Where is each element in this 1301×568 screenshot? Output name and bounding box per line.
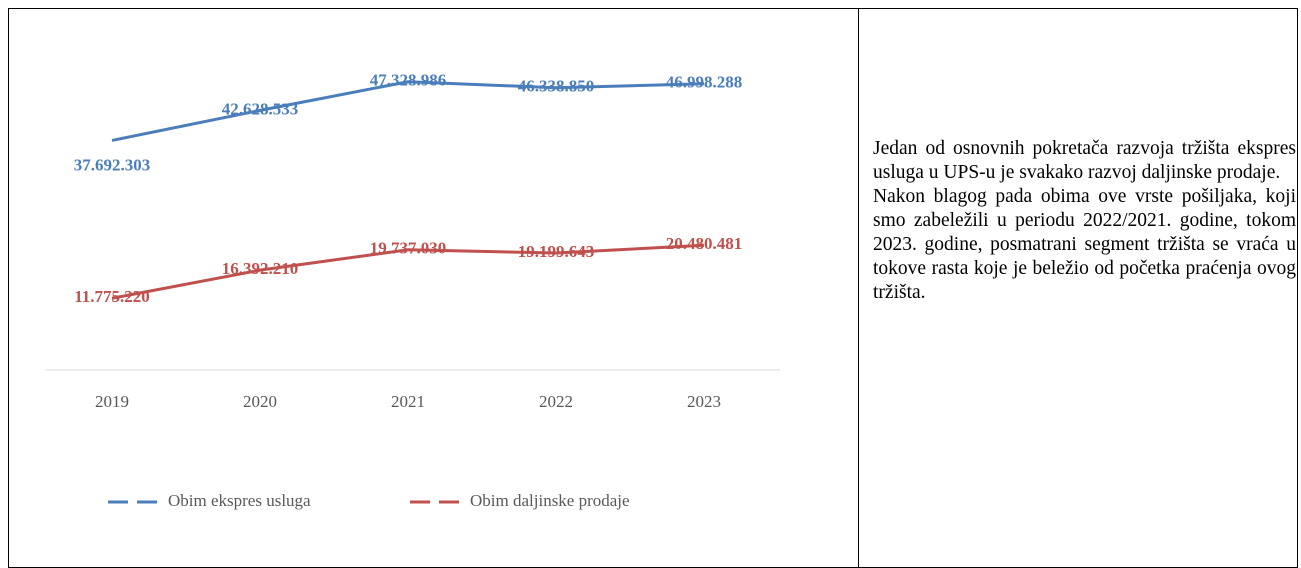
cell-divider	[858, 8, 859, 568]
series-line	[111, 243, 705, 300]
data-label: 19.737.030	[370, 239, 447, 258]
x-tick-label: 2019	[95, 392, 129, 411]
data-label: 37.692.303	[74, 155, 151, 174]
data-label: 11.775.220	[74, 287, 150, 306]
x-tick-label: 2021	[391, 392, 425, 411]
data-label: 47.328.986	[370, 71, 447, 90]
text-cell: Jedan od osnovnih pokretača razvoja trži…	[873, 137, 1296, 305]
chart: 2019 2020 2021 2022 2023 37.692.303 42.628.533…	[45, 71, 780, 510]
page: 2019 2020 2021 2022 2023 37.692.303 42.628.533…	[8, 8, 1298, 568]
data-label: 42.628.533	[222, 99, 299, 118]
x-tick-label: 2022	[539, 392, 573, 411]
paragraph: Jedan od osnovnih pokretača razvoja trži…	[873, 138, 1296, 183]
x-tick-label: 2023	[687, 392, 721, 411]
data-label: 46.338.850	[518, 77, 595, 96]
data-label: 20.480.481	[666, 234, 743, 253]
paragraph: Nakon blagog pada obima ove vrste pošilj…	[873, 186, 1296, 303]
legend-label: Obim ekspres usluga	[168, 491, 311, 510]
series-line	[111, 80, 705, 142]
data-label: 19.199.643	[518, 242, 595, 261]
x-tick-label: 2020	[243, 392, 277, 411]
data-label: 46.998.288	[666, 73, 743, 92]
legend-label: Obim daljinske prodaje	[470, 491, 630, 510]
data-label: 16.392.210	[222, 259, 299, 278]
